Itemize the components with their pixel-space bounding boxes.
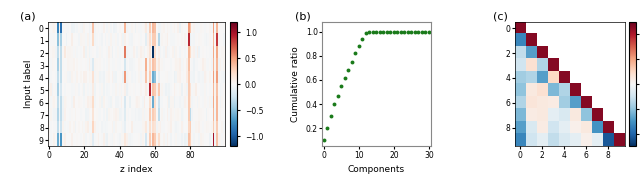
X-axis label: Components: Components — [348, 165, 405, 174]
Text: (b): (b) — [295, 11, 310, 21]
X-axis label: z index: z index — [120, 165, 152, 174]
Y-axis label: Input label: Input label — [24, 60, 33, 109]
Y-axis label: Cumulative ratio: Cumulative ratio — [291, 46, 300, 122]
Text: (c): (c) — [493, 11, 508, 21]
Text: (a): (a) — [20, 11, 35, 21]
